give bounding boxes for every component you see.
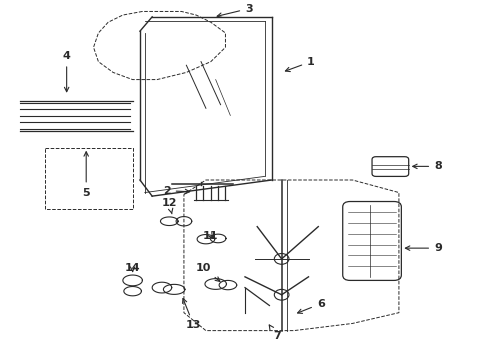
Text: 6: 6 xyxy=(297,299,325,314)
Text: 9: 9 xyxy=(405,243,442,253)
Text: 13: 13 xyxy=(183,298,201,330)
Text: 5: 5 xyxy=(82,152,90,198)
Text: 1: 1 xyxy=(285,57,315,72)
Text: 12: 12 xyxy=(162,198,177,214)
Text: 3: 3 xyxy=(217,4,253,17)
Text: 11: 11 xyxy=(203,231,219,240)
Text: 14: 14 xyxy=(125,263,141,273)
Text: 7: 7 xyxy=(269,325,281,341)
Text: 10: 10 xyxy=(196,263,220,282)
Text: 4: 4 xyxy=(63,51,71,92)
Text: 2: 2 xyxy=(163,186,190,196)
Text: 8: 8 xyxy=(413,161,442,171)
